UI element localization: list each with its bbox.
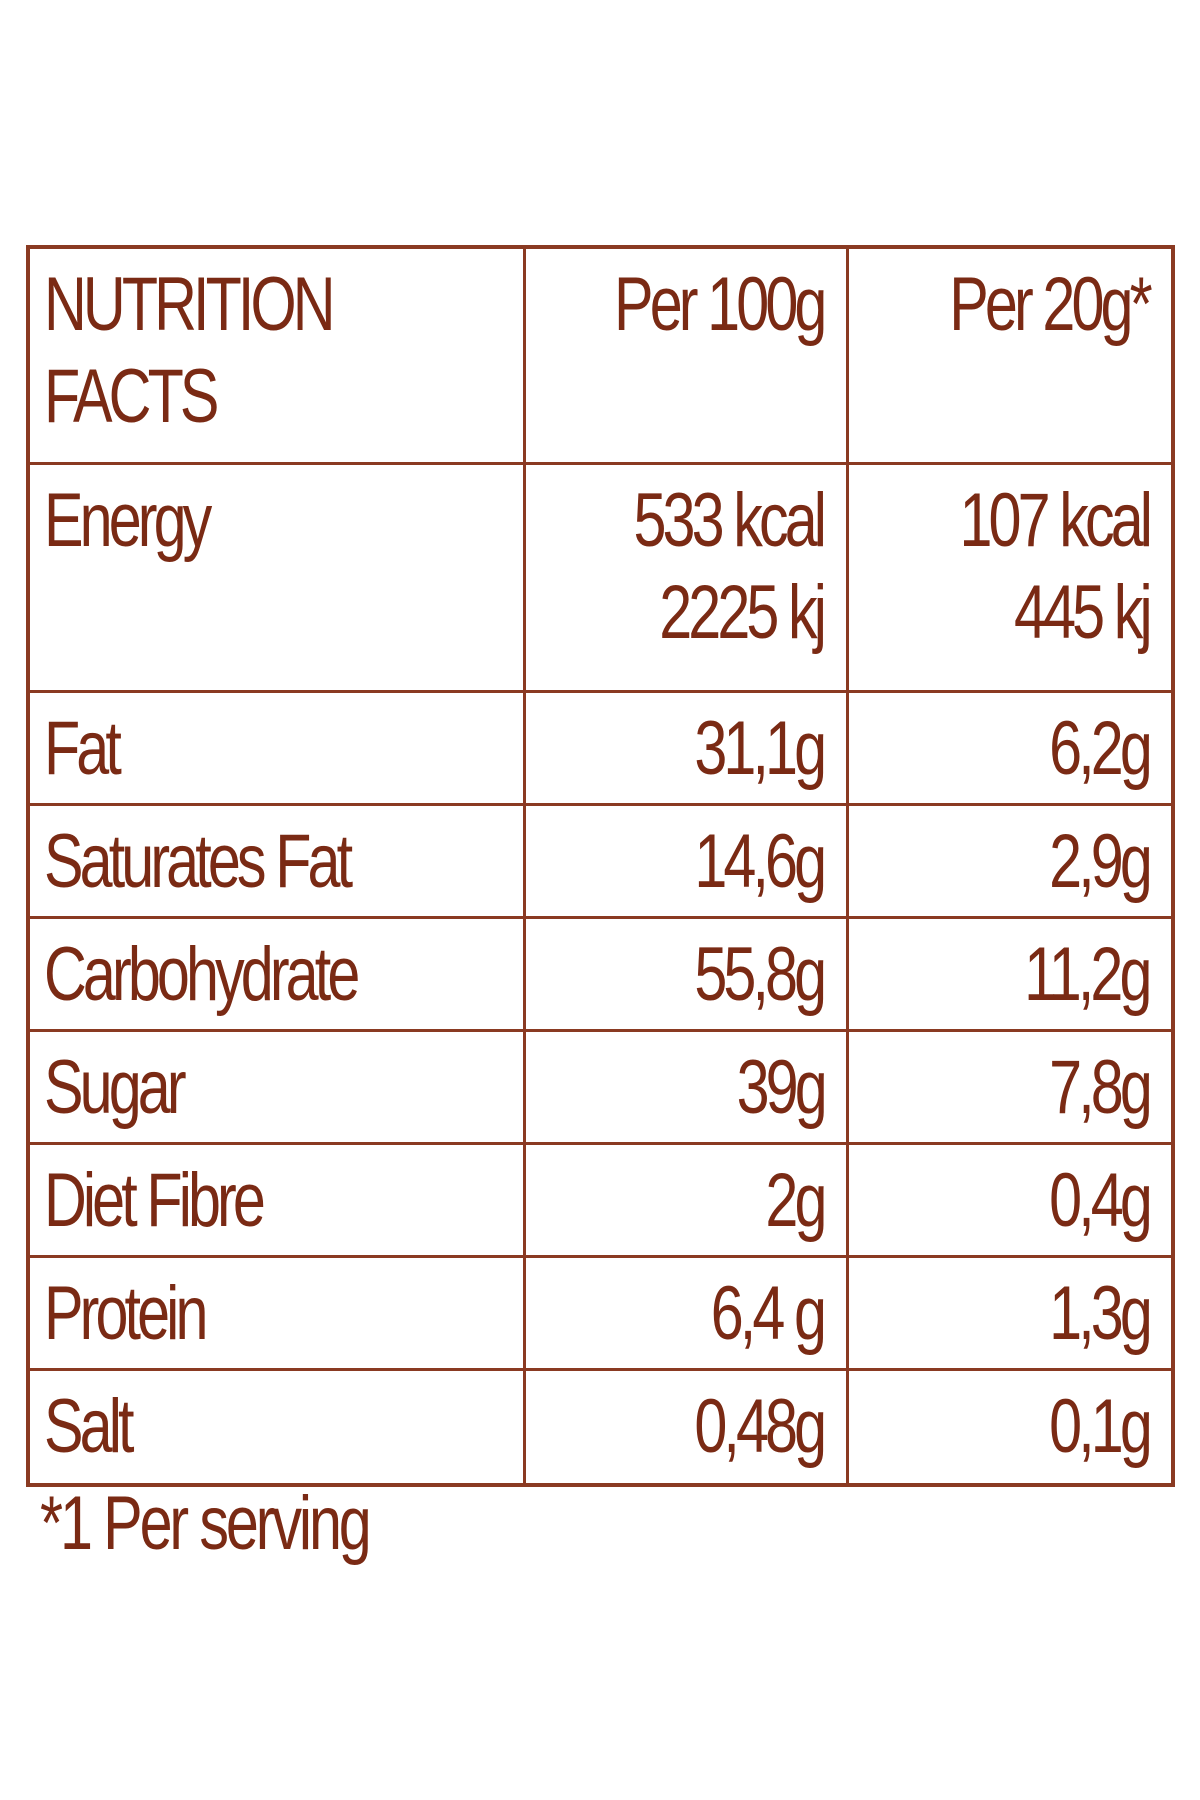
value-per-100g: 31,1g [522,689,849,806]
value-text: 14,6g [694,818,828,904]
serving-footnote: *1 Per serving [40,1480,461,1567]
value-text: 0,48g [694,1383,828,1469]
value-per-100g: 14,6g [522,802,849,919]
value-text: 6,4 g [711,1270,827,1356]
nutrition-panel: NUTRITION FACTS Per 100g Per 20g* Energy… [26,245,1175,1487]
value-per-20g: 2,9g [845,802,1175,919]
value-text: 11,2g [1024,931,1153,1017]
row-label: Energy [26,461,526,693]
row-label-text: Sugar [44,1044,187,1130]
row-label: Protein [26,1254,526,1371]
table-row: Carbohydrate 55,8g 11,2g [26,915,1175,1032]
row-label: Sugar [26,1028,526,1145]
row-label-text: Diet Fibre [44,1157,266,1243]
row-label-text: Energy [44,477,212,563]
column-header-per-20g: Per 20g* [845,245,1175,465]
value-text: 7,8g [1049,1044,1153,1130]
table-row: Saturates Fat 14,6g 2,9g [26,802,1175,919]
table-row: Fat 31,1g 6,2g [26,689,1175,806]
value-per-100g: 2g [522,1141,849,1258]
row-label: Saturates Fat [26,802,526,919]
table-row: Sugar 39g 7,8g [26,1028,1175,1145]
nutrition-table: NUTRITION FACTS Per 100g Per 20g* Energy… [26,245,1175,1487]
column-header-per-20g-label: Per 20g* [949,262,1153,347]
value-per-20g: 11,2g [845,915,1175,1032]
value-per-20g: 7,8g [845,1028,1175,1145]
column-header-per-100g: Per 100g [522,245,849,465]
table-title: NUTRITION FACTS [26,245,526,465]
value-text: 31,1g [694,705,828,791]
value-per-20g: 6,2g [845,689,1175,806]
table-row: Salt 0,48g 0,1g [26,1367,1175,1487]
value-text: 2g [765,1157,827,1243]
row-label-text: Carbohydrate [44,931,360,1017]
value-text: 0,4g [1049,1157,1153,1243]
value-text: 1,3g [1049,1270,1153,1356]
row-label: Salt [26,1367,526,1487]
value-per-100g: 533 kcal 2225 kj [522,461,849,693]
row-label-text: Saturates Fat [44,818,353,904]
title-line-1: NUTRITION [44,262,336,347]
value-per-100g: 6,4 g [522,1254,849,1371]
value-per-20g: 0,1g [845,1367,1175,1487]
column-header-per-100g-label: Per 100g [614,262,827,347]
value-text: 2,9g [1049,818,1153,904]
value-per-100g: 55,8g [522,915,849,1032]
value-per-20g: 107 kcal 445 kj [845,461,1175,693]
table-row: Protein 6,4 g 1,3g [26,1254,1175,1371]
table-row: Energy 533 kcal 2225 kj 107 kcal 445 kj [26,461,1175,693]
row-label: Diet Fibre [26,1141,526,1258]
value-per-100g: 0,48g [522,1367,849,1487]
energy-kcal-per-100g: 533 kcal [633,477,828,563]
value-text: 0,1g [1049,1383,1153,1469]
row-label-text: Fat [44,705,122,791]
energy-kcal-per-20g: 107 kcal [959,477,1153,563]
value-text: 39g [736,1044,827,1130]
value-per-100g: 39g [522,1028,849,1145]
energy-kj-per-100g: 2225 kj [659,569,828,655]
row-label: Carbohydrate [26,915,526,1032]
value-text: 6,2g [1049,705,1153,791]
title-line-2: FACTS [44,354,219,439]
row-label-text: Protein [44,1270,208,1356]
row-label: Fat [26,689,526,806]
value-per-20g: 0,4g [845,1141,1175,1258]
energy-kj-per-20g: 445 kj [1014,569,1153,655]
table-row: Diet Fibre 2g 0,4g [26,1141,1175,1258]
row-label-text: Salt [44,1383,134,1469]
serving-footnote-text: *1 Per serving [40,1481,372,1566]
header-row: NUTRITION FACTS Per 100g Per 20g* [26,245,1175,465]
value-per-20g: 1,3g [845,1254,1175,1371]
value-text: 55,8g [694,931,828,1017]
